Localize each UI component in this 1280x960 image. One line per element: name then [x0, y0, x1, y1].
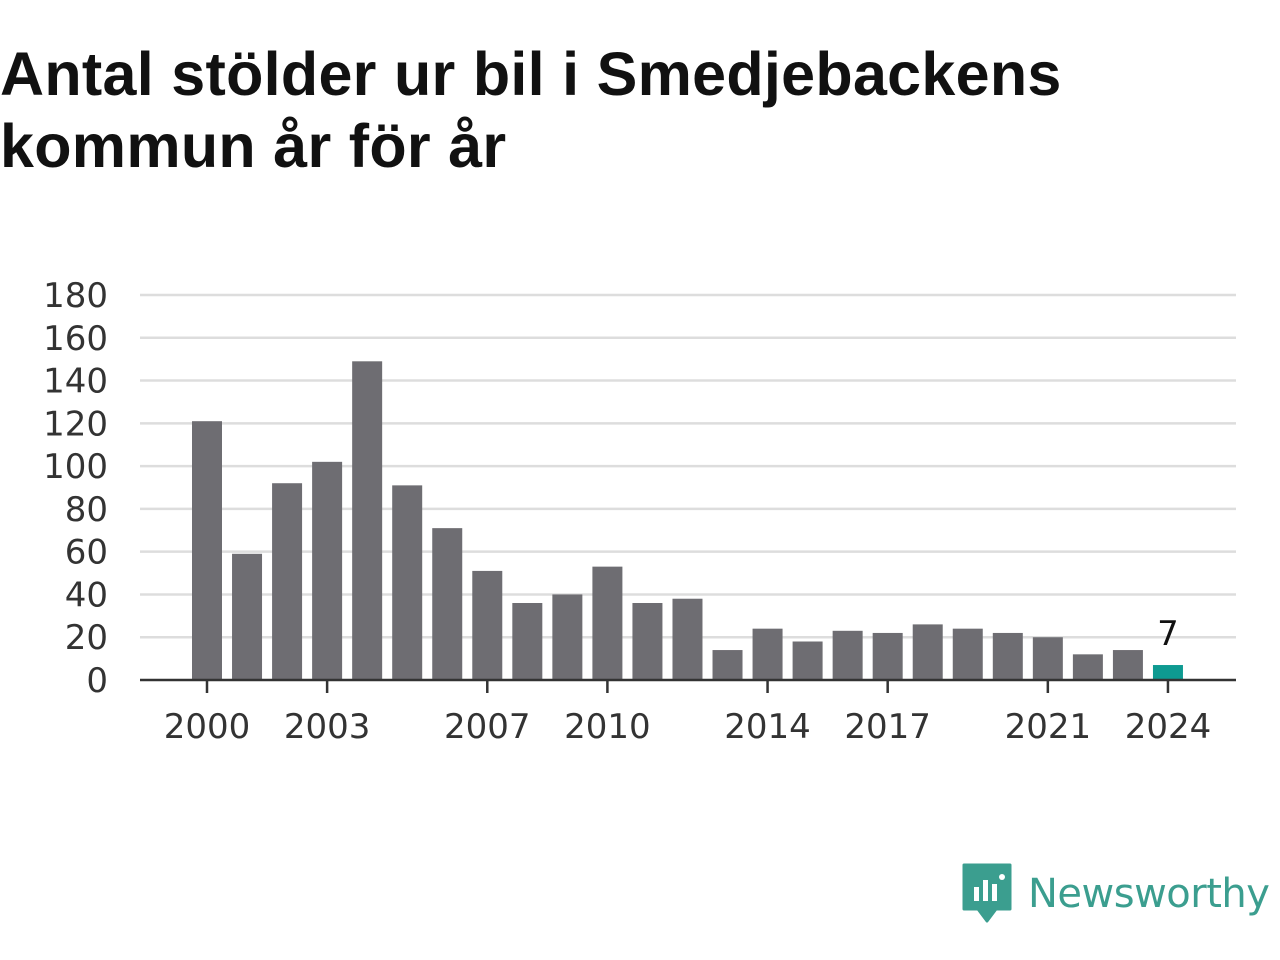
bar-2009 [552, 594, 583, 680]
x-tick-label: 2000 [164, 707, 251, 747]
bar-2006 [432, 528, 463, 680]
y-tick-label: 180 [43, 276, 108, 316]
bar-2000 [192, 421, 222, 680]
y-tick-label: 60 [65, 533, 108, 573]
y-tick-label: 20 [65, 618, 108, 658]
bar-2004 [352, 361, 383, 680]
bar-2020 [992, 632, 1023, 680]
bar-2017 [872, 632, 903, 680]
newsworthy-logo-icon [962, 863, 1012, 923]
x-tick-label: 2014 [724, 707, 811, 747]
x-tick-label: 2007 [444, 707, 531, 747]
bar-2003 [312, 461, 343, 680]
x-axis: 2000 2003 2007 2010 2014 2017 2021 2024 [164, 680, 1211, 747]
bar-2024 [1152, 665, 1183, 680]
y-tick-label: 100 [43, 447, 108, 487]
bar-2021 [1032, 637, 1063, 680]
gridlines [140, 293, 1236, 639]
bar-2010 [592, 566, 623, 680]
bar-2015 [792, 641, 823, 680]
x-tick-label: 2003 [284, 707, 371, 747]
bar-2019 [952, 628, 983, 680]
bar-2001 [232, 553, 263, 680]
bar-2022 [1072, 654, 1103, 680]
chart-title: Antal stölder ur bil i Smedjebackens kom… [0, 40, 1062, 180]
x-tick-label: 2024 [1125, 707, 1212, 747]
bar-2014 [752, 628, 783, 680]
y-tick-label: 160 [43, 319, 108, 359]
bar-2023 [1112, 650, 1143, 680]
bar-2011 [632, 603, 663, 680]
data-labels: 7 [1157, 614, 1179, 654]
bar-2005 [392, 485, 423, 680]
x-tick-label: 2021 [1005, 707, 1092, 747]
y-tick-label: 80 [65, 490, 108, 530]
bar-2007 [472, 570, 503, 680]
bar-2016 [832, 630, 863, 680]
bar-2013 [712, 650, 743, 680]
brand-name: Newsworthy [1028, 871, 1270, 917]
data-label-2024: 7 [1157, 614, 1179, 654]
bars [192, 361, 1183, 680]
y-tick-label: 140 [43, 362, 108, 402]
bar-2018 [912, 624, 943, 680]
x-tick-label: 2010 [564, 707, 651, 747]
brand-logo: Newsworthy [962, 862, 1270, 926]
bar-2002 [272, 483, 303, 680]
y-tick-label: 0 [86, 661, 108, 701]
bar-2008 [512, 603, 543, 680]
y-tick-label: 40 [65, 575, 108, 615]
bar-2012 [672, 598, 703, 680]
y-tick-label: 120 [43, 404, 108, 444]
x-tick-label: 2017 [844, 707, 931, 747]
